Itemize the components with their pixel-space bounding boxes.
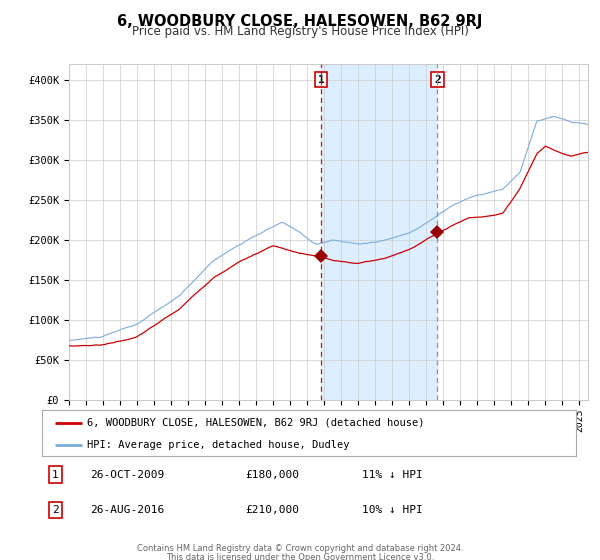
Text: Price paid vs. HM Land Registry's House Price Index (HPI): Price paid vs. HM Land Registry's House … [131, 25, 469, 38]
Text: 6, WOODBURY CLOSE, HALESOWEN, B62 9RJ (detached house): 6, WOODBURY CLOSE, HALESOWEN, B62 9RJ (d… [88, 418, 425, 428]
Text: This data is licensed under the Open Government Licence v3.0.: This data is licensed under the Open Gov… [166, 553, 434, 560]
Text: Contains HM Land Registry data © Crown copyright and database right 2024.: Contains HM Land Registry data © Crown c… [137, 544, 463, 553]
Text: 2: 2 [434, 74, 441, 85]
Text: 1: 1 [318, 74, 325, 85]
Text: £210,000: £210,000 [245, 505, 299, 515]
Text: 10% ↓ HPI: 10% ↓ HPI [362, 505, 423, 515]
Text: 1: 1 [52, 470, 59, 479]
Text: 26-AUG-2016: 26-AUG-2016 [90, 505, 164, 515]
Text: 26-OCT-2009: 26-OCT-2009 [90, 470, 164, 479]
Bar [321, 64, 437, 400]
Text: 11% ↓ HPI: 11% ↓ HPI [362, 470, 423, 479]
Text: 6, WOODBURY CLOSE, HALESOWEN, B62 9RJ: 6, WOODBURY CLOSE, HALESOWEN, B62 9RJ [118, 14, 482, 29]
Text: £180,000: £180,000 [245, 470, 299, 479]
Text: HPI: Average price, detached house, Dudley: HPI: Average price, detached house, Dudl… [88, 440, 350, 450]
Text: 2: 2 [52, 505, 59, 515]
